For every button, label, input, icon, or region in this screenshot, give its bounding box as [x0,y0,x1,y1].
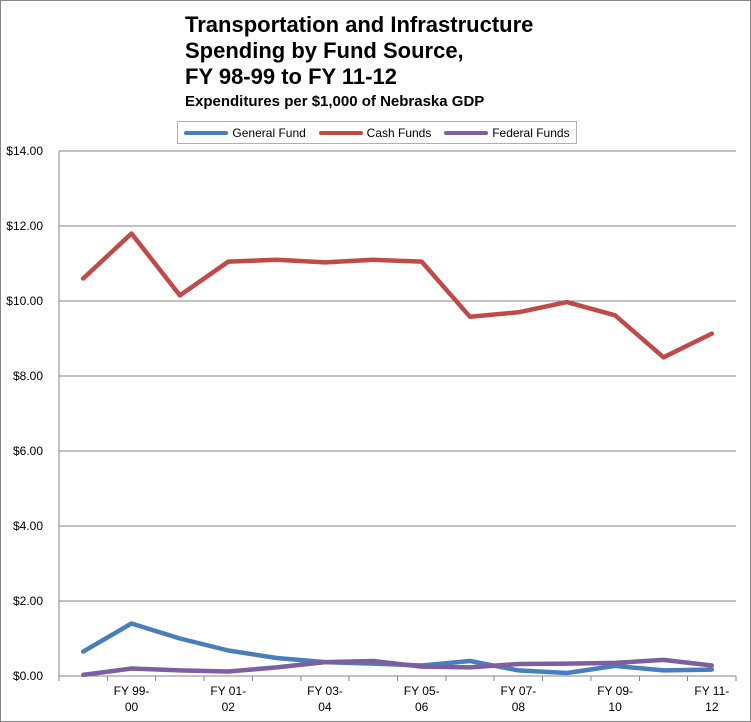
chart-title-line-2: Spending by Fund Source, [185,38,464,63]
y-tick-label: $2.00 [13,594,43,608]
chart-subtitle: Expenditures per $1,000 of Nebraska GDP [185,93,485,110]
series-lines [80,231,715,678]
y-tick-label: $14.00 [6,144,43,158]
chart-legend: General Fund Cash Funds Federal Funds [177,121,577,144]
x-axis-tick-labels: FY 99- 00 FY 01- 02 FY 03- 04 FY 05- 06 FY 07- 08… [114,684,730,714]
x-tick-label: FY 03- [307,684,343,698]
x-tick-label: 00 [125,700,139,714]
chart-title-line-3: FY 98-99 to FY 11-12 [185,64,397,89]
x-tick-label: FY 07- [500,684,536,698]
y-tick-label: $12.00 [6,219,43,233]
y-tick-label: $4.00 [13,519,43,533]
legend-label-federal-funds: Federal Funds [492,125,570,140]
legend-label-general-fund: General Fund [232,125,306,140]
legend-label-cash-funds: Cash Funds [366,125,432,140]
y-tick-label: $0.00 [13,669,43,683]
legend-swatch-cash-funds [318,130,363,135]
legend-item-federal-funds: Federal Funds [444,125,570,140]
gridlines [58,150,737,681]
x-tick-label: FY 11- [694,684,729,698]
legend-swatch-federal-funds [444,130,489,135]
x-tick-label: 08 [512,700,526,714]
y-tick-label: $10.00 [6,294,43,308]
x-tick-label: FY 05- [404,684,440,698]
x-tick-label: 02 [222,700,236,714]
legend-swatch-general-fund [184,130,229,135]
legend-item-general-fund: General Fund [184,125,306,140]
y-tick-label: $6.00 [13,444,43,458]
x-tick-label: 10 [608,700,622,714]
series-line-federal-funds [80,657,715,678]
x-tick-label: FY 99- [114,684,150,698]
x-tick-label: FY 01- [210,684,246,698]
y-tick-label: $8.00 [13,369,43,383]
x-tick-label: 04 [318,700,332,714]
chart-title: Transportation and Infrastructure Spendi… [185,12,533,90]
x-tick-label: 06 [415,700,429,714]
x-tick-label: 12 [705,700,719,714]
chart-title-line-1: Transportation and Infrastructure [185,12,534,37]
x-tick-label: FY 09- [597,684,633,698]
series-line-cash-funds [80,231,715,360]
legend-item-cash-funds: Cash Funds [318,125,432,140]
y-axis-tick-labels: $0.00 $2.00 $4.00 $6.00 $8.00 $10.00 $12.00 $14… [6,144,43,683]
